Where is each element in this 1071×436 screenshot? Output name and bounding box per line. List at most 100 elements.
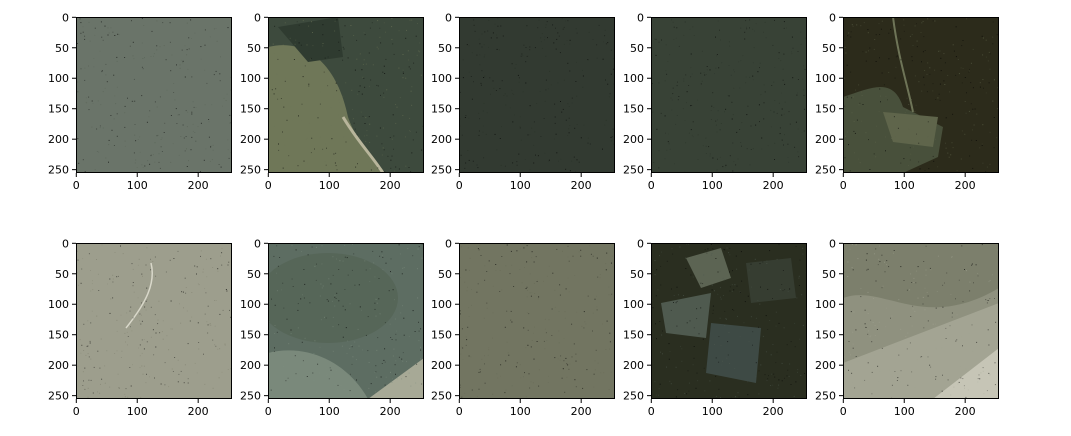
y-tick-label: 0	[829, 237, 836, 250]
y-tick-label: 0	[254, 237, 261, 250]
y-tick-label: 0	[829, 11, 836, 24]
x-tick-label: 0	[648, 179, 655, 192]
y-tick-label: 150	[623, 103, 644, 116]
x-tick-label: 200	[955, 405, 976, 418]
x-tick-label: 100	[510, 405, 531, 418]
x-tick-label: 100	[894, 179, 915, 192]
y-tick-label: 50	[822, 268, 836, 281]
y-tick-label: 50	[247, 268, 261, 281]
y-tick-label: 50	[55, 268, 69, 281]
y-tick-label: 50	[630, 268, 644, 281]
y-tick-label: 150	[431, 103, 452, 116]
x-tick-label: 200	[188, 405, 209, 418]
x-tick-label: 200	[763, 179, 784, 192]
x-tick-label: 0	[648, 405, 655, 418]
y-tick-label: 250	[431, 390, 452, 403]
y-tick-label: 200	[623, 359, 644, 372]
y-tick-label: 100	[431, 72, 452, 85]
y-tick-label: 100	[48, 298, 69, 311]
y-tick-label: 250	[815, 390, 836, 403]
y-tick-label: 0	[637, 237, 644, 250]
x-tick-label: 0	[265, 179, 272, 192]
y-tick-label: 100	[815, 298, 836, 311]
panel-frame	[651, 243, 807, 399]
y-tick-label: 200	[815, 133, 836, 146]
image-panel-r2c2: 0 100 200 0 50 100 150 200 250	[240, 237, 424, 418]
y-tick-label: 200	[815, 359, 836, 372]
y-tick-label: 200	[431, 359, 452, 372]
panel-image	[651, 243, 807, 399]
panel-image	[268, 243, 424, 399]
panel-frame	[843, 17, 999, 173]
x-tick-label: 100	[702, 179, 723, 192]
x-tick-label: 0	[456, 179, 463, 192]
y-tick-label: 100	[623, 72, 644, 85]
y-tick-label: 0	[445, 11, 452, 24]
x-tick-label: 200	[380, 179, 401, 192]
y-tick-label: 150	[815, 103, 836, 116]
y-tick-label: 0	[62, 237, 69, 250]
x-tick-label: 0	[73, 179, 80, 192]
y-tick-label: 200	[240, 133, 261, 146]
image-panel-r1c1: 0 100 200 0 50 100 150 200 250	[48, 11, 232, 192]
y-tick-label: 50	[438, 268, 452, 281]
y-tick-label: 250	[240, 390, 261, 403]
x-tick-label: 200	[955, 179, 976, 192]
y-tick-label: 150	[240, 103, 261, 116]
panel-image	[843, 243, 999, 399]
y-tick-label: 200	[48, 359, 69, 372]
image-panel-r1c2: 0 100 200 0 50 100 150 200 250	[240, 11, 424, 192]
x-tick-label: 200	[571, 405, 592, 418]
y-tick-label: 250	[431, 164, 452, 177]
panel-frame	[459, 243, 615, 399]
y-tick-label: 150	[623, 329, 644, 342]
y-tick-label: 100	[623, 298, 644, 311]
y-tick-label: 250	[48, 164, 69, 177]
y-tick-label: 150	[48, 329, 69, 342]
image-panel-r2c3: 0 100 200 0 50 100 150 200 250	[431, 237, 615, 418]
y-tick-label: 250	[623, 164, 644, 177]
y-tick-label: 250	[240, 164, 261, 177]
y-tick-label: 250	[48, 390, 69, 403]
y-tick-label: 100	[240, 298, 261, 311]
y-tick-label: 50	[438, 42, 452, 55]
panel-image	[459, 243, 615, 399]
y-tick-label: 250	[815, 164, 836, 177]
x-tick-label: 100	[319, 405, 340, 418]
image-panel-r2c5: 0 100 200 0 50 100 150 200 250	[815, 237, 999, 418]
x-tick-label: 100	[127, 179, 148, 192]
panel-image	[268, 17, 424, 173]
panel-frame	[268, 243, 424, 399]
panel-image	[76, 17, 232, 173]
x-tick-label: 0	[840, 179, 847, 192]
y-tick-label: 0	[637, 11, 644, 24]
panel-image	[459, 17, 615, 173]
x-tick-label: 100	[510, 179, 531, 192]
y-tick-label: 0	[254, 11, 261, 24]
panel-frame	[651, 17, 807, 173]
panel-frame	[268, 17, 424, 173]
image-panel-r1c4: 0 100 200 0 50 100 150 200 250	[623, 11, 807, 192]
y-tick-label: 200	[431, 133, 452, 146]
image-panel-r2c1: 0 100 200 0 50 100 150 200 250	[48, 237, 232, 418]
image-panel-r1c3: 0 100 200 0 50 100 150 200 250	[431, 11, 615, 192]
x-tick-label: 0	[265, 405, 272, 418]
x-tick-label: 100	[702, 405, 723, 418]
panel-image	[651, 17, 807, 173]
y-tick-label: 100	[48, 72, 69, 85]
x-tick-label: 200	[380, 405, 401, 418]
y-tick-label: 50	[630, 42, 644, 55]
y-tick-label: 100	[240, 72, 261, 85]
x-tick-label: 200	[571, 179, 592, 192]
y-tick-label: 200	[623, 133, 644, 146]
panel-frame	[76, 243, 232, 399]
y-tick-label: 150	[48, 103, 69, 116]
x-tick-label: 100	[894, 405, 915, 418]
y-tick-label: 100	[815, 72, 836, 85]
x-tick-label: 0	[840, 405, 847, 418]
panel-frame	[843, 243, 999, 399]
x-tick-label: 200	[188, 179, 209, 192]
y-tick-label: 200	[48, 133, 69, 146]
x-tick-label: 200	[763, 405, 784, 418]
x-tick-label: 0	[73, 405, 80, 418]
